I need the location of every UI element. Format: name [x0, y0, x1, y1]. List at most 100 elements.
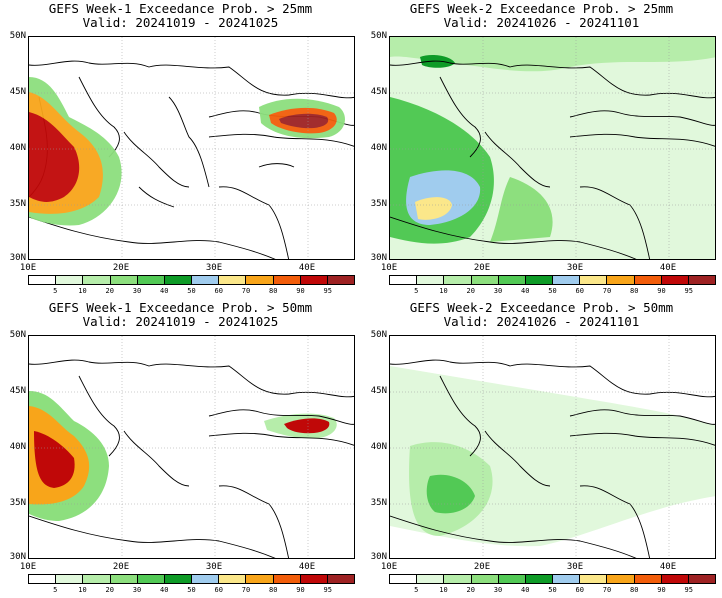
lat-label-35n: 35N	[9, 498, 26, 508]
colorbar-label: 60	[214, 287, 223, 295]
colorbar-swatch	[580, 575, 608, 583]
colorbar-label: 20	[466, 287, 475, 295]
colorbar-swatch	[219, 276, 247, 284]
colorbar-swatch	[661, 276, 689, 284]
colorbar-label: 95	[323, 287, 332, 295]
panel-valid-dates: Valid: 20241026 - 20241101	[443, 15, 640, 30]
colorbar-swatch	[246, 276, 274, 284]
colorbar-label: 50	[548, 586, 557, 594]
colorbar-label: 30	[132, 586, 142, 594]
colorbar-label: 95	[684, 287, 693, 295]
colorbar-swatch	[29, 575, 57, 583]
colorbar-label: 60	[214, 586, 223, 594]
lat-label-40n: 40N	[9, 442, 26, 452]
colorbar	[28, 574, 355, 584]
lon-label-20e: 20E	[473, 263, 491, 273]
colorbar-label: 10	[439, 586, 448, 594]
colorbar-label: 70	[602, 586, 612, 594]
colorbar-label: 40	[521, 586, 530, 594]
lon-label-40e: 40E	[298, 562, 316, 572]
map-panel-week1-25mm: GEFS Week-1 Exceedance Prob. > 25mm Vali…	[0, 0, 361, 299]
colorbar-label: 60	[575, 586, 584, 594]
lon-label-10e: 10E	[19, 562, 37, 572]
colorbar-swatch	[164, 575, 193, 583]
lon-label-30e: 30E	[566, 263, 584, 273]
colorbar-label: 40	[160, 586, 169, 594]
lon-label-40e: 40E	[659, 263, 677, 273]
lat-label-45n: 45N	[9, 87, 26, 97]
colorbar-swatch	[110, 575, 138, 583]
lat-label-50n: 50N	[370, 330, 387, 340]
colorbar-swatch	[444, 276, 472, 284]
map-panel-week2-25mm: GEFS Week-2 Exceedance Prob. > 25mm Vali…	[361, 0, 722, 299]
colorbar-label: 70	[241, 586, 251, 594]
colorbar	[389, 275, 716, 285]
colorbar-swatch	[390, 575, 418, 583]
colorbar-label: 80	[269, 586, 278, 594]
colorbar-swatch	[29, 276, 57, 284]
lon-label-10e: 10E	[380, 562, 398, 572]
lat-label-30n: 30N	[9, 552, 26, 562]
lon-label-20e: 20E	[473, 562, 491, 572]
colorbar-swatch	[525, 575, 554, 583]
map-panel-week2-50mm: GEFS Week-2 Exceedance Prob. > 50mm Vali…	[361, 299, 722, 598]
lat-label-50n: 50N	[370, 31, 387, 41]
colorbar-label: 5	[53, 287, 58, 295]
lon-label-40e: 40E	[298, 263, 316, 273]
colorbar-swatch	[327, 575, 355, 583]
colorbar-swatch	[390, 276, 418, 284]
colorbar-swatch	[444, 575, 472, 583]
colorbar-label: 30	[132, 287, 142, 295]
colorbar-swatch	[498, 575, 526, 583]
lon-label-40e: 40E	[659, 562, 677, 572]
colorbar-swatch	[634, 575, 662, 583]
colorbar-swatch	[553, 575, 581, 583]
panel-title: GEFS Week-2 Exceedance Prob. > 50mm	[409, 300, 674, 315]
lon-label-20e: 20E	[112, 263, 130, 273]
lat-label-40n: 40N	[370, 143, 387, 153]
colorbar-swatch	[607, 575, 635, 583]
lat-label-50n: 50N	[9, 330, 26, 340]
lon-label-10e: 10E	[19, 263, 37, 273]
colorbar-label: 40	[160, 287, 169, 295]
lat-label-40n: 40N	[370, 442, 387, 452]
colorbar-swatch	[246, 575, 274, 583]
lat-label-30n: 30N	[370, 552, 387, 562]
panel-valid-dates: Valid: 20241026 - 20241101	[443, 314, 640, 329]
lat-label-40n: 40N	[9, 143, 26, 153]
colorbar-label: 50	[548, 287, 557, 295]
colorbar-swatch	[498, 276, 526, 284]
lat-label-35n: 35N	[370, 498, 387, 508]
lat-label-30n: 30N	[9, 253, 26, 263]
colorbar-swatch	[634, 276, 662, 284]
colorbar-swatch	[164, 276, 193, 284]
lat-label-45n: 45N	[9, 386, 26, 396]
colorbar-labels: 5 10 20 30 40 50 60 70 80 90 95	[0, 586, 361, 596]
colorbar-swatch	[661, 575, 689, 583]
colorbar-swatch	[273, 276, 301, 284]
panel-title: GEFS Week-2 Exceedance Prob. > 25mm	[409, 1, 674, 16]
colorbar-swatch	[607, 276, 635, 284]
lon-label-30e: 30E	[205, 562, 223, 572]
colorbar-label: 30	[493, 287, 503, 295]
lat-label-35n: 35N	[370, 199, 387, 209]
colorbar-label: 95	[684, 586, 693, 594]
panel-valid-dates: Valid: 20241019 - 20241025	[82, 15, 279, 30]
colorbar-label: 10	[439, 287, 448, 295]
map-area	[28, 335, 355, 559]
panel-title: GEFS Week-1 Exceedance Prob. > 50mm	[48, 300, 313, 315]
lon-label-30e: 30E	[205, 263, 223, 273]
colorbar-label: 10	[78, 287, 87, 295]
panel-valid-dates: Valid: 20241019 - 20241025	[82, 314, 279, 329]
colorbar-label: 10	[78, 586, 87, 594]
colorbar-swatch	[300, 575, 328, 583]
colorbar-label: 20	[105, 287, 114, 295]
colorbar-label: 80	[630, 287, 639, 295]
lat-label-45n: 45N	[370, 87, 387, 97]
colorbar-swatch	[137, 575, 165, 583]
map-area	[28, 36, 355, 260]
colorbar-label: 80	[269, 287, 278, 295]
colorbar	[389, 574, 716, 584]
colorbar-label: 5	[53, 586, 58, 594]
colorbar-swatch	[471, 276, 499, 284]
